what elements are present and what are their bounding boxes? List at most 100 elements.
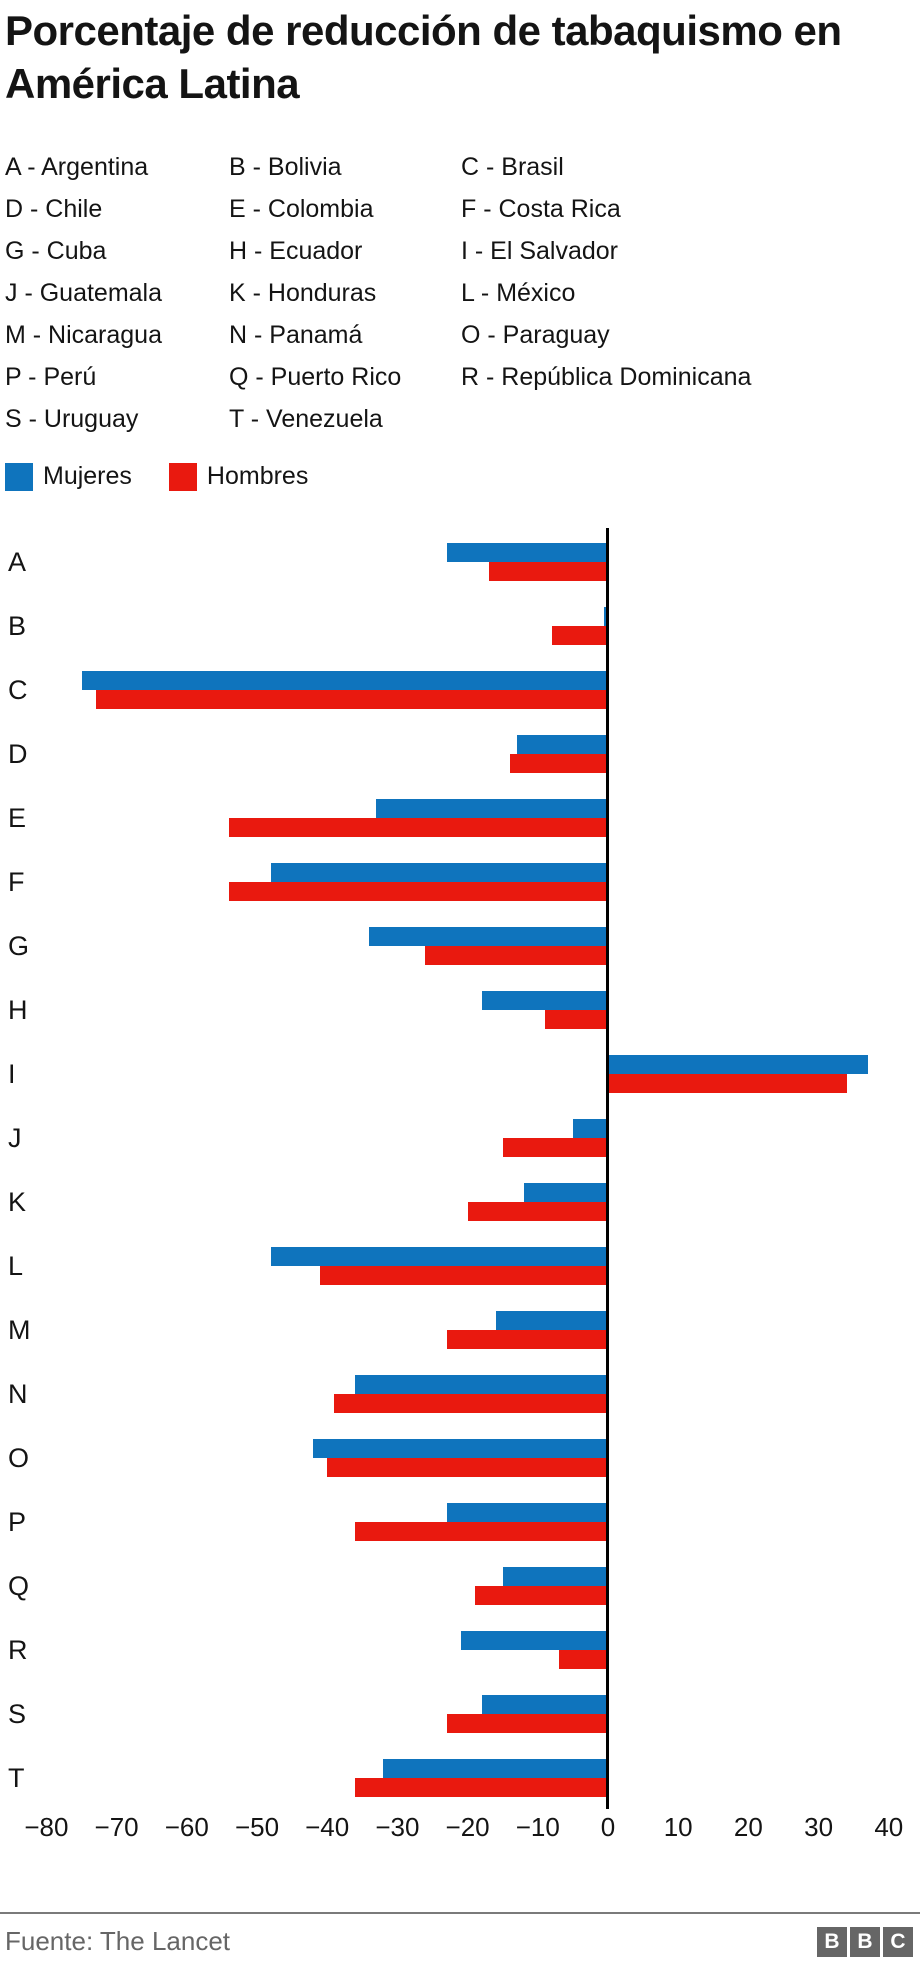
- bar-hombres-t: [355, 1778, 608, 1797]
- category-label: R: [8, 1635, 28, 1665]
- bar-hombres-f: [228, 882, 608, 901]
- bar-hombres-c: [95, 690, 608, 709]
- bar-row-o: O: [0, 1426, 920, 1490]
- legend-label: Mujeres: [43, 462, 132, 490]
- bar-row-c: C: [0, 658, 920, 722]
- category-label: E: [8, 803, 27, 833]
- bar-row-e: E: [0, 786, 920, 850]
- bar-mujeres-t: [383, 1759, 608, 1778]
- bar-hombres-j: [502, 1138, 608, 1157]
- bar-mujeres-l: [271, 1247, 608, 1266]
- bbc-logo-block: B: [850, 1927, 880, 1957]
- chart-title: Porcentaje de reducción de tabaquismo en…: [5, 7, 842, 107]
- bar-mujeres-f: [271, 863, 608, 882]
- category-label: H: [8, 995, 28, 1025]
- x-tick-label: −30: [375, 1812, 420, 1842]
- bar-hombres-d: [509, 754, 608, 773]
- bar-mujeres-g: [369, 927, 608, 946]
- bbc-logo-block: C: [883, 1927, 913, 1957]
- bar-hombres-s: [446, 1714, 608, 1733]
- category-label: F: [8, 867, 25, 897]
- country-key-item: G - Cuba: [5, 237, 107, 265]
- country-key: A - Argentina B - Bolivia C - Brasil D - Ch…: [5, 146, 915, 440]
- bar-hombres-l: [320, 1266, 608, 1285]
- country-key-item: M - Nicaragua: [5, 321, 162, 349]
- country-key-item: Q - Puerto Rico: [229, 363, 402, 391]
- country-key-item: R - República Dominicana: [461, 363, 752, 391]
- category-label: N: [8, 1379, 28, 1409]
- country-key-item: K - Honduras: [229, 279, 377, 307]
- category-label: C: [8, 675, 28, 705]
- country-key-item: T - Venezuela: [229, 405, 383, 433]
- bar-row-s: S: [0, 1682, 920, 1746]
- bar-hombres-q: [474, 1586, 608, 1605]
- bar-hombres-i: [608, 1074, 847, 1093]
- category-label: I: [8, 1059, 16, 1089]
- bar-row-a: A: [0, 530, 920, 594]
- category-label: K: [8, 1187, 27, 1217]
- country-key-item: I - El Salvador: [461, 237, 619, 265]
- category-label: S: [8, 1699, 27, 1729]
- bar-row-q: Q: [0, 1554, 920, 1618]
- country-key-item: P - Perú: [5, 363, 97, 391]
- category-label: G: [8, 931, 30, 961]
- category-label: B: [8, 611, 27, 641]
- bar-row-b: B: [0, 594, 920, 658]
- x-tick-label: −60: [164, 1812, 209, 1842]
- country-key-item: A - Argentina: [5, 153, 149, 181]
- bar-mujeres-h: [481, 991, 608, 1010]
- country-key-item: C - Brasil: [461, 153, 564, 181]
- bar-mujeres-c: [81, 671, 608, 690]
- legend-swatch-icon: [5, 462, 33, 491]
- bar-mujeres-n: [355, 1375, 608, 1394]
- bar-row-j: J: [0, 1106, 920, 1170]
- x-tick-label: 0: [600, 1812, 616, 1842]
- legend-swatch-icon: [168, 462, 197, 491]
- bar-row-d: D: [0, 722, 920, 786]
- category-label: L: [8, 1251, 24, 1281]
- category-label: T: [8, 1763, 25, 1793]
- category-label: O: [8, 1443, 30, 1473]
- bbc-logo-block: B: [817, 1927, 847, 1957]
- category-label: Q: [8, 1571, 30, 1601]
- bar-mujeres-j: [572, 1119, 608, 1138]
- bar-hombres-a: [488, 562, 608, 581]
- country-key-item: N - Panamá: [229, 321, 363, 349]
- country-key-item: F - Costa Rica: [461, 195, 621, 223]
- bar-hombres-k: [467, 1202, 608, 1221]
- footer-divider: [0, 1912, 920, 1914]
- category-label: A: [8, 547, 27, 577]
- bar-mujeres-i: [608, 1055, 868, 1074]
- bar-mujeres-p: [446, 1503, 608, 1522]
- category-label: P: [8, 1507, 27, 1537]
- country-key-item: L - México: [461, 279, 576, 307]
- bar-row-l: L: [0, 1234, 920, 1298]
- x-tick-label: −80: [24, 1812, 69, 1842]
- bar-row-k: K: [0, 1170, 920, 1234]
- legend-label: Hombres: [206, 462, 309, 490]
- x-tick-label: −10: [515, 1812, 560, 1842]
- category-label: J: [8, 1123, 22, 1153]
- bar-hombres-n: [334, 1394, 608, 1413]
- zero-axis-line: [606, 528, 609, 1809]
- bar-mujeres-m: [495, 1311, 608, 1330]
- x-tick-label: −40: [305, 1812, 350, 1842]
- bar-row-t: T: [0, 1746, 920, 1810]
- bar-hombres-r: [558, 1650, 608, 1669]
- bar-row-n: N: [0, 1362, 920, 1426]
- bar-mujeres-k: [523, 1183, 608, 1202]
- bar-hombres-e: [228, 818, 608, 837]
- legend-item: Mujeres: [5, 462, 132, 491]
- bar-row-m: M: [0, 1298, 920, 1362]
- country-key-item: S - Uruguay: [5, 405, 139, 433]
- country-key-item: O - Paraguay: [461, 321, 610, 349]
- x-tick-label: −50: [234, 1812, 280, 1842]
- bar-mujeres-a: [446, 543, 608, 562]
- bar-row-p: P: [0, 1490, 920, 1554]
- category-label: D: [8, 739, 28, 769]
- bar-row-h: H: [0, 978, 920, 1042]
- bar-row-f: F: [0, 850, 920, 914]
- x-tick-label: 20: [733, 1812, 763, 1842]
- bar-hombres-b: [551, 626, 608, 645]
